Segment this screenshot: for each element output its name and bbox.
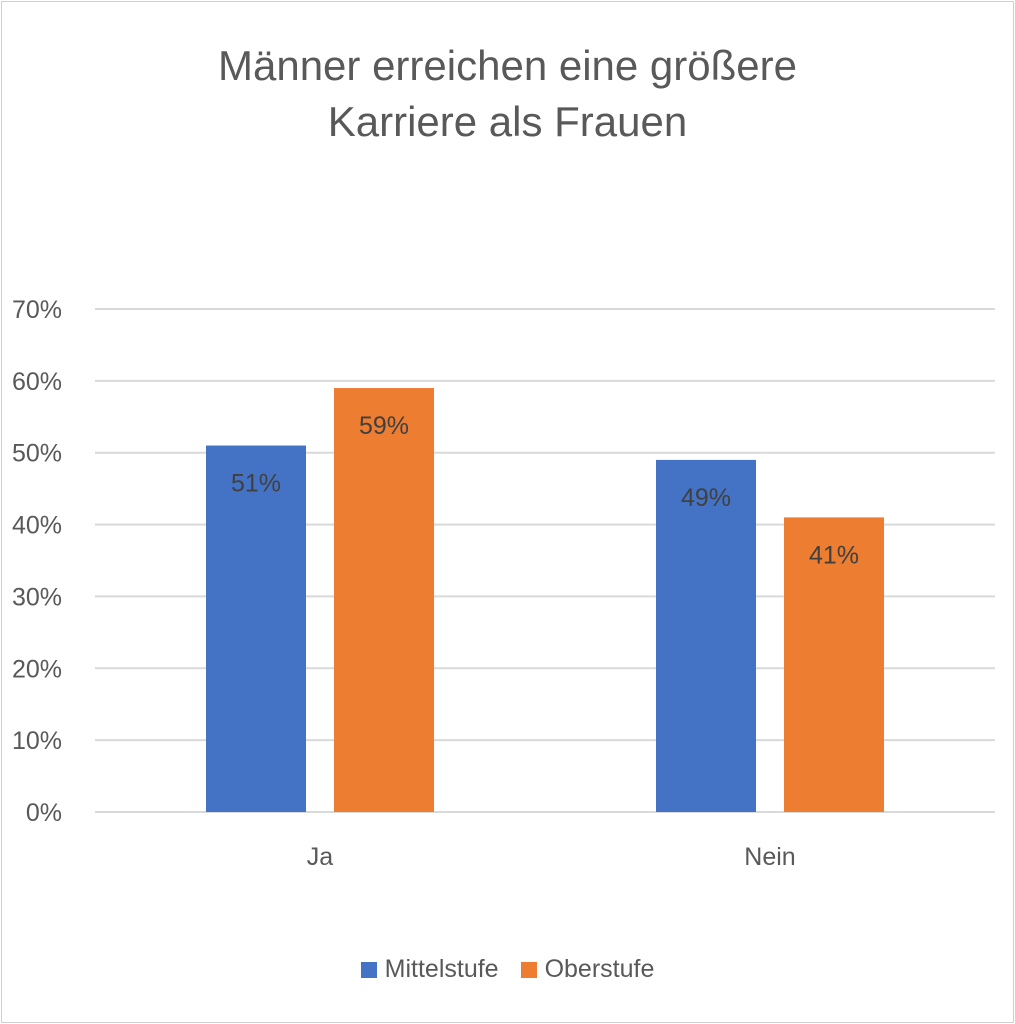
bar-oberstufe-ja — [334, 388, 434, 812]
x-tick-label: Nein — [744, 843, 795, 871]
chart-title: Männer erreichen eine größere Karriere a… — [0, 38, 1015, 150]
legend-label-mittelstufe: Mittelstufe — [384, 955, 499, 983]
chart-title-line-1: Männer erreichen eine größere — [218, 42, 797, 89]
y-tick-label: 0% — [26, 799, 62, 827]
bar-mittelstufe-ja — [206, 445, 306, 812]
y-tick-label: 10% — [12, 727, 62, 755]
legend-item-mittelstufe: Mittelstufe — [360, 955, 499, 984]
y-tick-label: 60% — [12, 368, 62, 396]
y-tick-label: 50% — [12, 440, 62, 468]
legend-swatch-mittelstufe — [360, 961, 377, 978]
legend-swatch-oberstufe — [520, 961, 537, 978]
bar-oberstufe-nein — [784, 517, 884, 812]
y-tick-label: 30% — [12, 583, 62, 611]
y-tick-label: 40% — [12, 512, 62, 540]
chart-title-line-2: Karriere als Frauen — [327, 98, 688, 145]
legend-label-oberstufe: Oberstufe — [544, 955, 655, 983]
y-tick-label: 70% — [12, 296, 62, 324]
data-label: 41% — [809, 541, 859, 569]
legend: Mittelstufe Oberstufe — [0, 955, 1015, 984]
legend-item-oberstufe: Oberstufe — [520, 955, 655, 984]
data-label: 51% — [231, 470, 281, 498]
data-label: 59% — [359, 412, 409, 440]
x-tick-label: Ja — [307, 843, 334, 871]
data-label: 49% — [681, 484, 731, 512]
y-tick-label: 20% — [12, 655, 62, 683]
bar-mittelstufe-nein — [656, 459, 756, 812]
